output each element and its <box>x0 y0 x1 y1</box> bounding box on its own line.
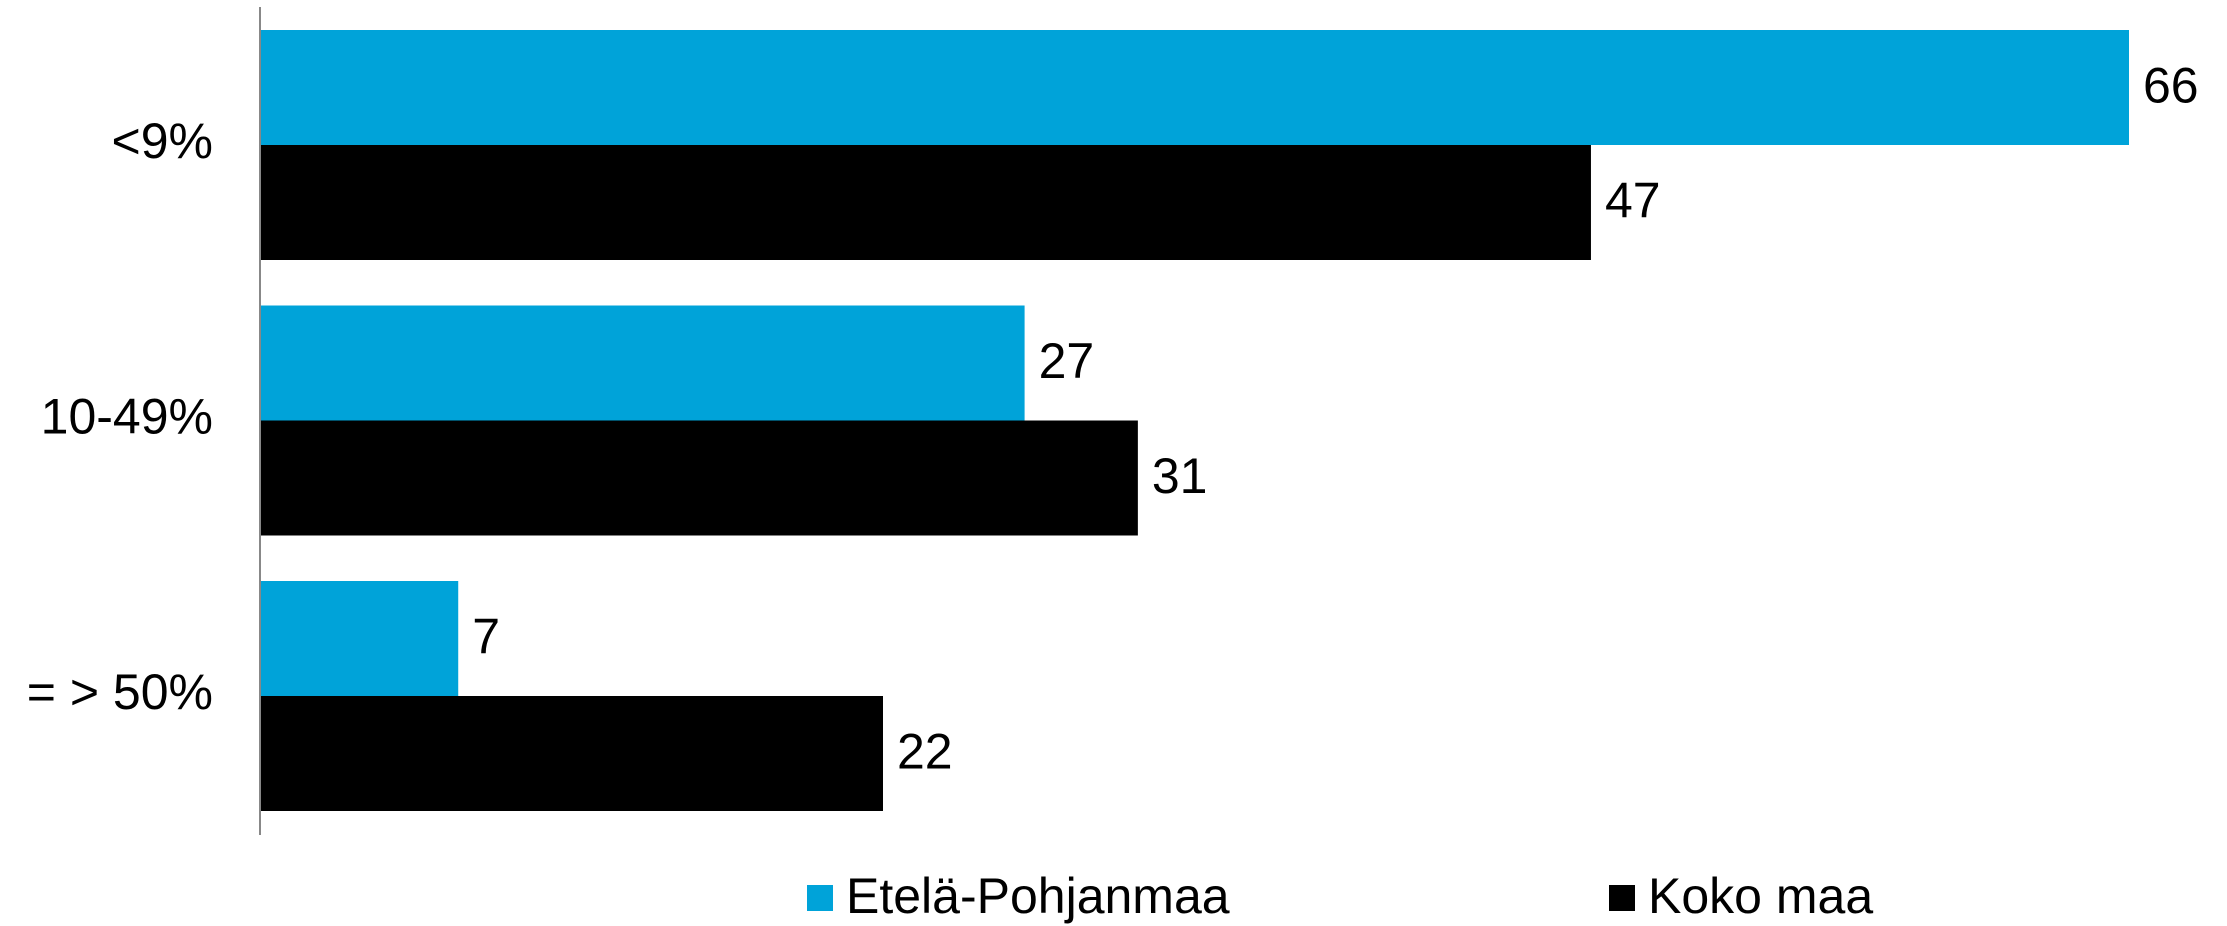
legend-swatch <box>807 885 833 911</box>
value-label: 47 <box>1605 173 1661 229</box>
category-label: = > 50% <box>27 664 213 720</box>
legend-label: Koko maa <box>1648 868 1873 924</box>
bar <box>260 30 2129 145</box>
legend-swatch <box>1609 885 1635 911</box>
value-label: 7 <box>472 609 500 665</box>
legend-label: Etelä-Pohjanmaa <box>846 868 1230 924</box>
category-label: 10-49% <box>41 389 213 445</box>
value-label: 27 <box>1039 333 1095 389</box>
value-label: 22 <box>897 724 953 780</box>
value-label: 66 <box>2143 58 2199 114</box>
bar <box>260 305 1025 421</box>
bar <box>260 696 883 811</box>
bar <box>260 581 459 696</box>
value-label: 31 <box>1152 448 1208 504</box>
bar <box>260 145 1591 260</box>
category-label: <9% <box>112 113 213 169</box>
bar <box>260 420 1138 536</box>
